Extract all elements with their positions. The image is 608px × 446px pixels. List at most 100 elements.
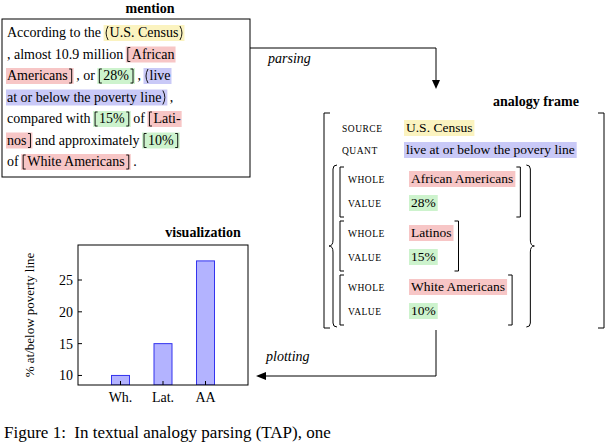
mention-span: White Americans xyxy=(27,154,125,169)
mention-span: 15% xyxy=(99,111,125,126)
frame-label: VALUE xyxy=(348,307,381,317)
frame-item: WHOLE Latinos VALUE 15% xyxy=(340,221,459,271)
mention-title: mention xyxy=(126,1,175,16)
mention-span: nos xyxy=(7,133,26,148)
bar xyxy=(154,344,172,385)
mention-span: Lati- xyxy=(153,111,181,126)
page: {"chart_data": {"type": "bar", "title": … xyxy=(0,0,608,446)
highlight xyxy=(142,133,180,149)
y-tick xyxy=(78,343,82,344)
mention-box xyxy=(2,19,250,177)
highlight xyxy=(93,111,131,127)
caption: Figure 1: In textual analogy parsing (TA… xyxy=(4,423,331,442)
highlight xyxy=(126,47,176,63)
mention-text: , xyxy=(166,90,173,105)
highlight xyxy=(409,249,438,265)
bar xyxy=(112,375,130,385)
item-bracket xyxy=(455,221,459,271)
frame-item: WHOLEAfrican AmericansVALUE28% xyxy=(340,167,520,217)
item-bracket xyxy=(340,167,344,217)
bracket xyxy=(28,134,31,148)
bar-chart: visualization% at/below poverty line1015… xyxy=(22,225,248,405)
highlight xyxy=(6,133,32,149)
frame-value: African Americans xyxy=(411,171,513,186)
bracket xyxy=(146,69,148,83)
bracket xyxy=(163,91,165,105)
highlight xyxy=(21,154,131,170)
mention-text: . xyxy=(130,154,137,169)
x-tick-label: Wh. xyxy=(109,390,133,405)
mention-text: , or xyxy=(73,68,99,83)
highlight xyxy=(409,171,515,187)
figure: mention According to the U.S. Census , alm… xyxy=(0,0,608,446)
bracket xyxy=(99,69,102,83)
x-tick-label: Lat. xyxy=(152,390,174,405)
highlight xyxy=(104,25,185,41)
bracket xyxy=(106,26,108,40)
highlight xyxy=(404,120,474,136)
mention-text: , xyxy=(134,68,145,83)
x-tick-label: AA xyxy=(195,390,216,405)
mention-span: U.S. Census xyxy=(110,25,179,40)
frame-label: WHOLE xyxy=(348,283,385,293)
y-tick-label: 15 xyxy=(59,337,73,352)
arrow-label: parsing xyxy=(267,51,311,66)
frame-value: White Americans xyxy=(411,279,505,294)
arrow-label: plotting xyxy=(265,349,310,364)
chart-title: visualization xyxy=(165,225,241,240)
frame-value: 15% xyxy=(411,249,436,264)
brace xyxy=(526,165,534,327)
mention-panel: mention According to the U.S. Census , alm… xyxy=(2,1,250,177)
item-bracket xyxy=(340,221,344,271)
frame-bracket xyxy=(598,113,604,328)
y-tick xyxy=(78,375,82,376)
highlight xyxy=(6,68,74,84)
bracket xyxy=(69,69,72,83)
highlight xyxy=(147,111,181,127)
frame-value: live at or below the povery line xyxy=(406,142,575,157)
frame-title: analogy frame xyxy=(493,94,579,109)
mention-text: of xyxy=(130,111,149,126)
analogy-frame: analogy frame SOURCE U.S. Census QUANT live … xyxy=(324,94,604,328)
arrows: parsing plotting xyxy=(250,48,440,380)
plot-frame xyxy=(78,245,248,385)
mention-span: at or below the poverty line xyxy=(7,90,161,105)
highlight xyxy=(409,225,454,241)
y-tick-label: 20 xyxy=(59,305,73,320)
highlight xyxy=(409,303,438,319)
x-tick xyxy=(120,381,121,385)
bracket xyxy=(175,134,178,148)
y-tick xyxy=(78,311,82,312)
item-bracket xyxy=(516,167,520,217)
plotting-arrow xyxy=(260,330,436,376)
bar xyxy=(197,261,215,385)
y-tick xyxy=(78,280,82,281)
frame-label: WHOLE xyxy=(348,229,385,239)
bracket xyxy=(126,112,129,126)
y-tick-label: 25 xyxy=(59,273,73,288)
mention-text: According to the xyxy=(7,25,105,40)
bracket xyxy=(149,112,152,126)
highlight xyxy=(144,68,172,84)
highlight xyxy=(409,195,438,211)
frame-value: 10% xyxy=(411,303,436,318)
mention-span: 28% xyxy=(103,68,129,83)
bracket xyxy=(126,155,129,169)
bracket xyxy=(23,155,26,169)
mention-text: , almost 10.9 million xyxy=(7,47,127,62)
mention-text: of xyxy=(7,154,22,169)
frame-value: 28% xyxy=(411,195,436,210)
frame-value: Latinos xyxy=(411,225,452,240)
frame-label: SOURCE xyxy=(342,124,382,134)
frame-label: VALUE xyxy=(348,253,381,263)
item-bracket xyxy=(508,275,512,325)
frame-label: QUANT xyxy=(342,146,378,156)
highlight xyxy=(6,90,167,106)
frame-value: U.S. Census xyxy=(406,120,472,135)
y-tick-label: 10 xyxy=(59,368,73,383)
bracket xyxy=(95,112,98,126)
bracket xyxy=(180,26,182,40)
mention-text: and approximately xyxy=(31,133,143,148)
frame-label: WHOLE xyxy=(348,175,385,185)
bracket xyxy=(128,48,131,62)
